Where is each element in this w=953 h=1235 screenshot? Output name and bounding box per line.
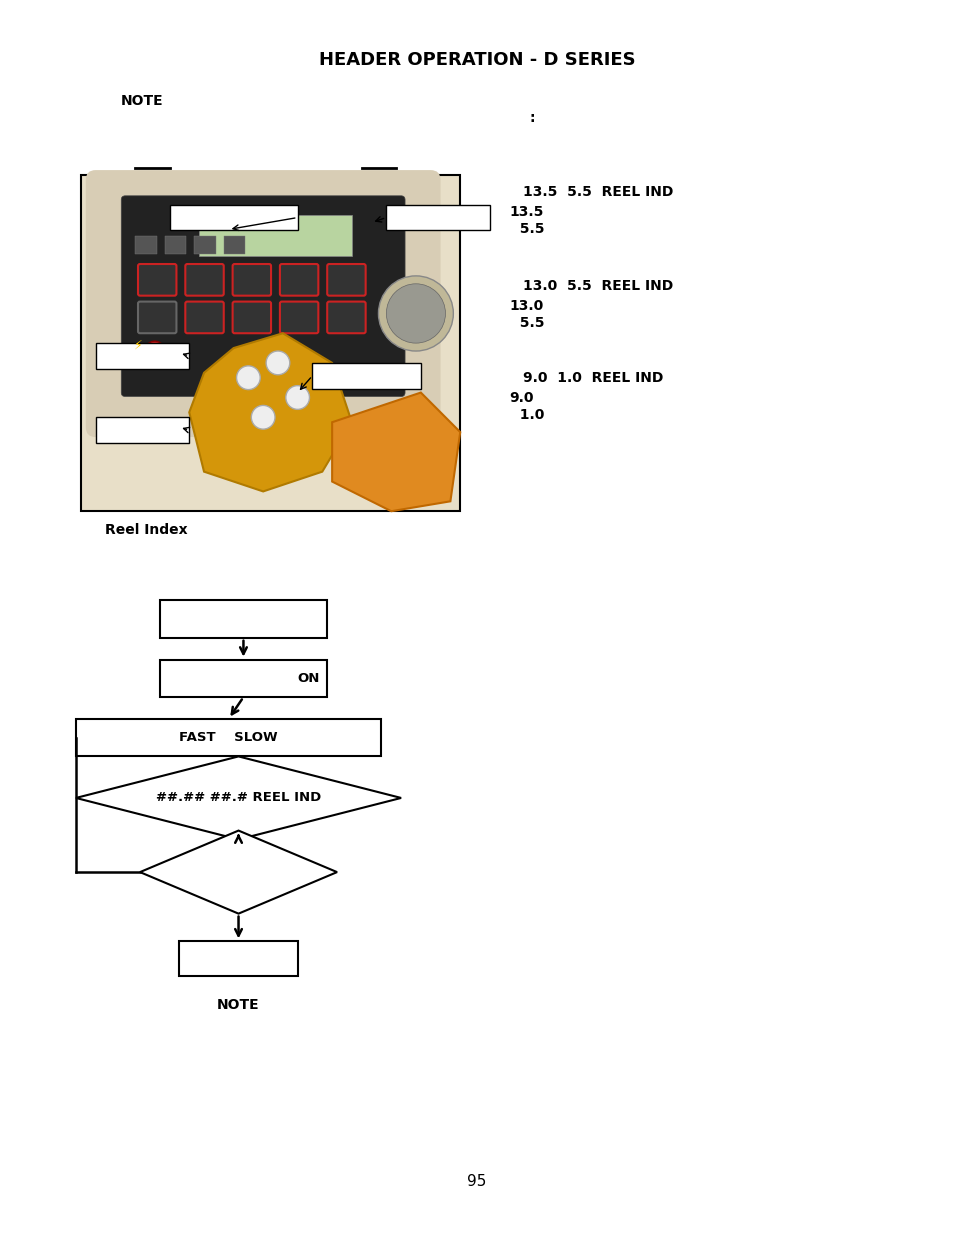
Text: 5.5: 5.5: [509, 222, 543, 236]
Text: 13.0  5.5  REEL IND: 13.0 5.5 REEL IND: [522, 279, 673, 293]
Text: 13.5: 13.5: [509, 205, 543, 219]
Polygon shape: [332, 393, 459, 511]
Bar: [194, 236, 215, 254]
Circle shape: [251, 405, 274, 429]
Bar: [165, 236, 186, 254]
Circle shape: [236, 366, 260, 389]
FancyBboxPatch shape: [327, 264, 365, 295]
Bar: [120, 190, 416, 398]
FancyBboxPatch shape: [185, 301, 224, 333]
FancyBboxPatch shape: [138, 264, 176, 295]
Bar: [159, 600, 327, 637]
Text: HEADER OPERATION - D SERIES: HEADER OPERATION - D SERIES: [318, 52, 635, 69]
FancyBboxPatch shape: [327, 301, 365, 333]
Text: 9.0  1.0  REEL IND: 9.0 1.0 REEL IND: [522, 370, 662, 385]
Text: 9.0: 9.0: [509, 390, 534, 405]
Text: ⚡: ⚡: [133, 338, 142, 352]
FancyBboxPatch shape: [138, 301, 176, 333]
Bar: [179, 941, 297, 976]
Circle shape: [378, 275, 453, 351]
FancyBboxPatch shape: [279, 264, 318, 295]
Bar: [199, 215, 352, 256]
Polygon shape: [140, 831, 336, 914]
FancyBboxPatch shape: [86, 170, 440, 437]
Circle shape: [266, 351, 290, 374]
Bar: [224, 236, 245, 254]
Circle shape: [386, 284, 445, 343]
Polygon shape: [76, 756, 400, 840]
FancyBboxPatch shape: [121, 196, 405, 396]
Text: 1.0: 1.0: [509, 409, 543, 422]
Text: 95: 95: [467, 1173, 486, 1188]
Text: :: :: [529, 111, 535, 125]
Text: 5.5: 5.5: [509, 316, 543, 331]
Text: NOTE: NOTE: [217, 998, 259, 1011]
FancyBboxPatch shape: [233, 301, 271, 333]
Bar: [159, 659, 327, 697]
Bar: [95, 417, 189, 443]
FancyBboxPatch shape: [185, 264, 224, 295]
Text: ON: ON: [296, 672, 319, 685]
Text: NOTE: NOTE: [120, 94, 163, 107]
FancyBboxPatch shape: [233, 264, 271, 295]
Text: 13.0: 13.0: [509, 299, 543, 312]
Bar: [135, 236, 156, 254]
Bar: [386, 205, 489, 231]
Text: FAST    SLOW: FAST SLOW: [179, 731, 277, 745]
Bar: [95, 343, 189, 369]
Polygon shape: [189, 333, 352, 492]
Bar: [170, 205, 297, 231]
Bar: [76, 719, 381, 756]
Bar: [81, 175, 459, 511]
Circle shape: [145, 341, 165, 361]
FancyBboxPatch shape: [279, 301, 318, 333]
Text: ##.## ##.# REEL IND: ##.## ##.# REEL IND: [155, 792, 321, 804]
Bar: [312, 363, 420, 389]
Circle shape: [286, 385, 309, 409]
Text: 13.5  5.5  REEL IND: 13.5 5.5 REEL IND: [522, 185, 673, 199]
Text: Reel Index: Reel Index: [106, 524, 188, 537]
